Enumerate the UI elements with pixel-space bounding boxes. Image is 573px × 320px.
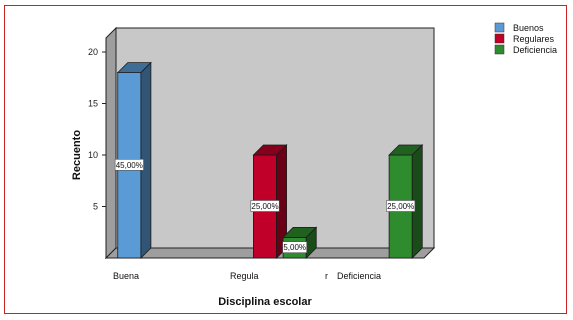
category-label-fragment: r — [325, 271, 328, 281]
category-label-regula: Regula — [230, 271, 259, 281]
legend-swatch-regulares — [494, 33, 505, 44]
legend: Buenos Regulares Deficiencia — [494, 22, 557, 55]
y-tick-label: 10 — [88, 150, 98, 160]
data-label: 25,00% — [251, 202, 278, 211]
y-axis-title: Recuento — [71, 130, 83, 180]
category-label-deficiencia: Deficiencia — [337, 271, 381, 281]
y-tick-label: 20 — [88, 47, 98, 57]
panel-left-wall — [105, 26, 117, 260]
bar-side-deficiencia-deficiencia — [411, 144, 423, 259]
legend-label-regulares: Regulares — [513, 34, 555, 44]
legend-swatch-buenos — [494, 22, 505, 33]
data-label-box — [114, 159, 144, 171]
y-axis: 5 10 15 20 — [88, 47, 106, 212]
data-label: 45,00% — [116, 161, 143, 170]
y-tick-label: 5 — [93, 202, 98, 212]
legend-label-deficiencia: Deficiencia — [513, 45, 557, 55]
data-label-box — [282, 241, 307, 253]
data-labels: 45,00% 25,00% 5,00% 25,00% — [114, 159, 416, 253]
legend-swatch-deficiencia — [494, 44, 505, 55]
legend-label-buenos: Buenos — [513, 23, 544, 33]
y-tick-label: 15 — [88, 99, 98, 109]
data-label: 5,00% — [283, 243, 306, 252]
data-label: 25,00% — [387, 202, 414, 211]
category-label-buena: Buena — [113, 271, 139, 281]
data-label-box — [250, 200, 280, 212]
x-axis-title: Disciplina escolar — [218, 296, 312, 308]
x-axis: Buena Regula r Deficiencia Disciplina es… — [113, 271, 381, 308]
data-label-box — [386, 200, 416, 212]
bar-side-buenos-buena — [140, 61, 152, 259]
